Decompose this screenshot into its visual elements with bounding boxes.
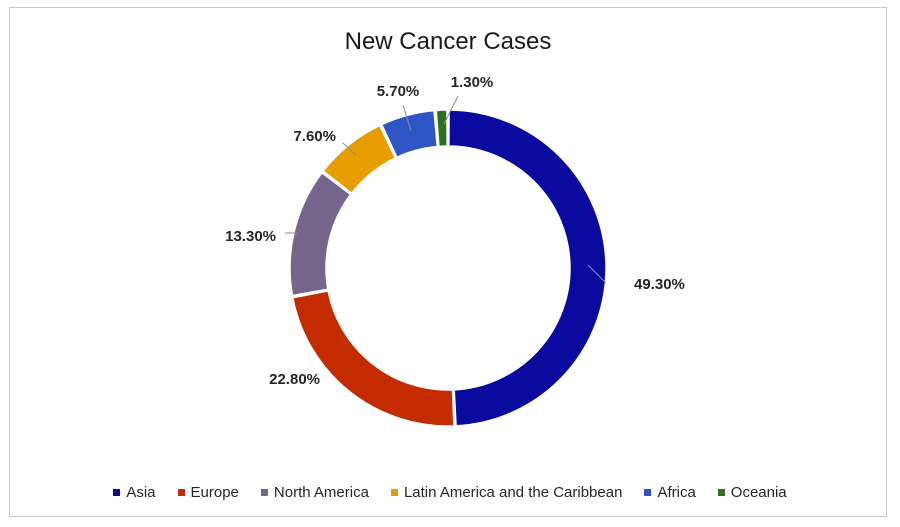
legend-label: Africa [657,483,696,501]
data-label: 13.30% [225,228,276,245]
leader-line [402,104,412,132]
legend-label: Europe [190,483,239,501]
legend-swatch [390,488,398,496]
leader-lines [285,95,607,284]
slice-africa[interactable] [380,109,439,159]
legend-swatch [177,488,185,496]
data-label: 49.30% [634,276,685,293]
slice-north-america[interactable] [289,171,352,297]
legend-swatch [113,488,121,496]
data-label: 5.70% [377,83,420,100]
data-label: 22.80% [269,371,320,388]
leader-line [587,264,607,284]
leader-line [443,95,459,125]
slice-latin-america-and-the-caribbean[interactable] [322,124,397,195]
data-label: 1.30% [451,74,494,91]
legend-item[interactable]: Africa [644,483,696,501]
data-labels: 49.30% 22.80% 13.30% 7.60% 5.70% 1.30% [225,74,685,388]
slice-oceania[interactable] [435,109,448,148]
legend-item[interactable]: Asia [113,483,156,501]
legend-label: Oceania [730,483,787,501]
legend-label: Asia [126,483,156,501]
legend-item[interactable]: Oceania [717,483,787,501]
leader-line [342,142,357,156]
legend: Asia Europe North America Latin America and… [0,482,900,502]
donut-slices [289,109,607,427]
legend-label: North America [273,483,369,501]
chart-frame [9,7,887,517]
slice-asia[interactable] [448,109,607,427]
legend-item[interactable]: North America [260,483,369,501]
legend-swatch [644,488,652,496]
legend-item[interactable]: Europe [177,483,239,501]
chart-title: New Cancer Cases [345,28,552,55]
data-label: 7.60% [293,128,336,145]
legend-swatch [717,488,725,496]
legend-item[interactable]: Latin America and the Caribbean [390,483,623,501]
legend-label: Latin America and the Caribbean [403,483,623,501]
legend-swatch [260,488,268,496]
slice-europe[interactable] [291,290,455,427]
